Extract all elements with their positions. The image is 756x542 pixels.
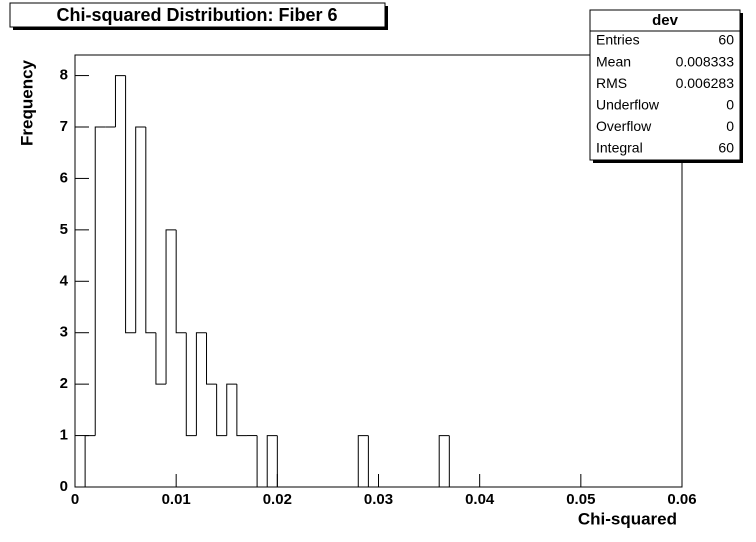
chart-title: Chi-squared Distribution: Fiber 6	[56, 5, 337, 25]
histogram-bin	[175, 229, 187, 334]
histogram-bin	[165, 229, 177, 385]
stats-value: 0.006283	[676, 75, 735, 91]
histogram-bin	[125, 75, 136, 334]
stats-panel	[589, 9, 741, 161]
stats-value: 60	[718, 32, 734, 48]
x-tick-label: 0.01	[162, 491, 191, 508]
y-axis-label: Frequency	[17, 59, 36, 146]
histogram-bin	[155, 332, 167, 385]
stats-label: RMS	[596, 75, 627, 91]
histogram-bin	[256, 435, 268, 488]
y-tick-label: 5	[60, 221, 68, 238]
histogram-bin	[206, 332, 217, 385]
histogram-bin	[367, 435, 379, 488]
stats-label: Overflow	[596, 118, 652, 134]
y-tick-label: 0	[60, 478, 68, 495]
y-tick-label: 8	[60, 67, 68, 84]
stats-value: 0	[726, 97, 734, 113]
y-tick-label: 3	[60, 324, 68, 341]
stats-label: Integral	[596, 140, 643, 156]
stats-title: dev	[652, 12, 679, 29]
stats-value: 0	[726, 118, 734, 134]
x-axis-label: Chi-squared	[578, 509, 677, 528]
histogram-bin	[236, 384, 247, 437]
histogram-bin	[448, 435, 460, 488]
stats-label: Underflow	[596, 97, 660, 113]
y-tick-label: 2	[60, 375, 68, 392]
x-tick-label: 0.03	[364, 491, 393, 508]
stats-label: Entries	[596, 32, 640, 48]
histogram-bin	[114, 75, 126, 127]
histogram-bin	[226, 383, 237, 436]
histogram-bin	[357, 435, 369, 487]
histogram-bin	[135, 126, 146, 333]
x-tick-label: 0.05	[566, 491, 595, 508]
y-tick-label: 7	[60, 118, 68, 135]
stats-value: 0.008333	[676, 53, 735, 69]
histogram-bin	[195, 332, 207, 436]
stats-label: Mean	[596, 53, 631, 69]
histogram-bin	[266, 435, 278, 487]
y-tick-label: 1	[60, 427, 68, 444]
x-tick-label: 0.02	[263, 491, 292, 508]
title-box	[9, 2, 386, 28]
histogram-bin	[276, 435, 288, 488]
x-tick-label: 0.06	[667, 491, 696, 508]
x-tick-label: 0.04	[465, 491, 495, 508]
histogram-bin	[438, 435, 450, 487]
stats-box: dev Entries 60 Mean 0.008333 RMS 0.006283 Unde…	[589, 9, 743, 163]
y-tick-label: 4	[60, 272, 69, 289]
x-tick-label: 0	[71, 491, 79, 508]
histogram-bin	[145, 127, 156, 334]
stats-value: 60	[718, 140, 734, 156]
histogram-bin	[94, 126, 106, 436]
histogram-bin	[84, 435, 96, 487]
histogram-bin	[216, 384, 227, 437]
y-tick-label: 6	[60, 169, 68, 186]
histogram-bin	[185, 332, 197, 437]
